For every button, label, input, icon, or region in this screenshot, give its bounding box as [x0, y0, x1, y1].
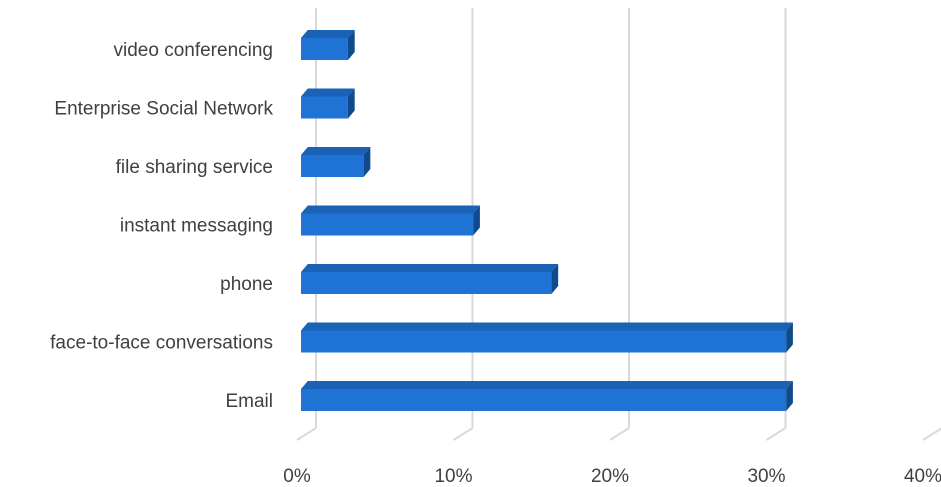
x-tick-label: 20% — [591, 466, 629, 487]
category-label: Enterprise Social Network — [54, 99, 273, 120]
bar-side-face — [786, 381, 793, 411]
bar — [301, 381, 793, 411]
bar-top-face — [301, 322, 793, 331]
gridline-floor — [452, 427, 474, 441]
bar-top-face — [301, 147, 371, 155]
bar-top-face — [301, 264, 559, 272]
bar — [301, 205, 480, 236]
bar-side-face — [473, 205, 480, 236]
category-label: video conferencing — [114, 40, 274, 61]
bar-side-face — [347, 30, 355, 60]
gridline-floor — [609, 427, 630, 441]
bar — [301, 264, 559, 294]
bar-front-face — [301, 272, 552, 294]
gridline-floor — [296, 427, 317, 441]
category-label: phone — [220, 274, 273, 295]
bar-top-face — [301, 88, 355, 97]
bar-front-face — [301, 96, 348, 119]
bar-top-face — [301, 381, 793, 389]
bar-front-face — [301, 155, 364, 177]
category-labels: video conferencing Enterprise Social Netw… — [50, 40, 273, 412]
bar-top-face — [301, 205, 480, 214]
bar-side-face — [363, 147, 371, 177]
category-label: Email — [225, 391, 273, 412]
bar-side-face — [347, 88, 355, 119]
bar-top-face — [301, 30, 355, 38]
x-axis-tick-labels: 0% 10% 20% 30% 40% — [283, 466, 941, 487]
bar — [301, 30, 355, 60]
category-label: face-to-face conversations — [50, 333, 273, 354]
x-tick-label: 30% — [747, 466, 785, 487]
bar — [301, 88, 355, 119]
bar-front-face — [301, 38, 348, 60]
x-tick-label: 0% — [283, 466, 311, 487]
category-label: instant messaging — [120, 216, 273, 237]
x-tick-label: 40% — [904, 466, 941, 487]
bar-side-face — [786, 322, 793, 353]
gridline-floor — [765, 427, 787, 441]
bar — [301, 147, 371, 177]
bar-front-face — [301, 389, 787, 411]
category-label: file sharing service — [116, 157, 273, 178]
bar — [301, 322, 793, 353]
bar-side-face — [551, 264, 559, 294]
bar-front-face — [301, 330, 787, 353]
bars — [301, 30, 793, 411]
bar-front-face — [301, 213, 474, 236]
gridline-floor — [922, 427, 941, 441]
x-tick-label: 10% — [434, 466, 472, 487]
